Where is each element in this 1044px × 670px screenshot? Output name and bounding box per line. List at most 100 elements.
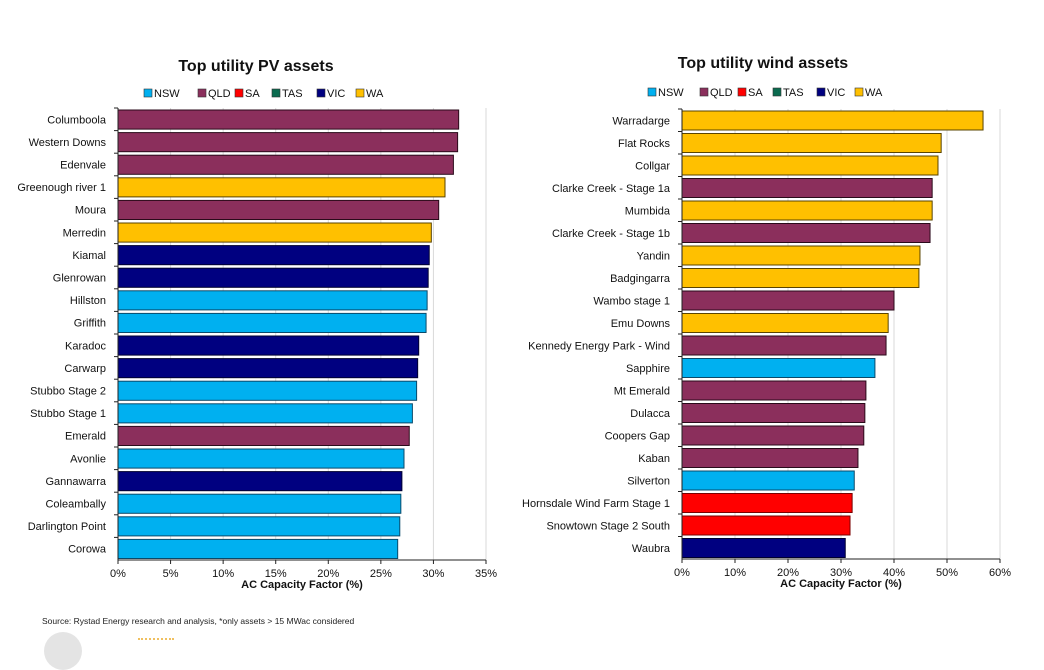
logo-circle (44, 632, 82, 670)
legend-swatch-qld (699, 87, 709, 97)
category-label: Warradarge (612, 115, 670, 127)
category-label: Griffith (74, 318, 106, 330)
legend-label-wa: WA (865, 87, 883, 99)
bar-waubra (681, 538, 846, 558)
bar-coopers-gap (681, 425, 865, 446)
category-label: Hornsdale Wind Farm Stage 1 (522, 498, 670, 510)
category-label: Silverton (627, 475, 670, 487)
x-tick-label: 20% (777, 567, 799, 579)
category-label: Wambo stage 1 (593, 295, 670, 307)
category-label: Clarke Creek - Stage 1b (552, 228, 670, 240)
bar-mumbida (681, 200, 933, 221)
category-label: Kaban (638, 453, 670, 465)
category-label: Western Downs (29, 137, 107, 149)
bar-kennedy-energy-park-wind (681, 335, 887, 356)
bar-emu-downs (681, 313, 889, 333)
category-label: Moura (75, 205, 107, 217)
x-tick-label: 35% (475, 568, 497, 580)
category-label: Avonlie (70, 453, 106, 465)
category-label: Dulacca (630, 408, 671, 420)
x-tick-label: 10% (724, 567, 746, 579)
category-label: Carwarp (64, 363, 106, 375)
category-label: Merredin (63, 227, 106, 239)
category-label: Stubbo Stage 2 (30, 386, 106, 398)
chart-title: Top utility wind assets (678, 55, 848, 72)
category-label: Gannawarra (45, 476, 106, 488)
bar-dulacca (681, 403, 866, 423)
bar-kaban (681, 448, 859, 468)
legend-label-tas: TAS (282, 88, 303, 100)
bar-yandin (681, 245, 921, 266)
legend-label-nsw: NSW (154, 88, 180, 100)
category-label: Mt Emerald (614, 385, 670, 397)
x-tick-label: 25% (370, 568, 392, 580)
category-label: Mumbida (625, 205, 671, 217)
legend-swatch-nsw (143, 88, 153, 98)
category-label: Emu Downs (611, 318, 671, 330)
wind-chart: Top utility wind assets NSW QLD SA TAS VIC WA W… (522, 55, 1011, 590)
legend-label-tas: TAS (783, 87, 804, 99)
category-label: Columboola (47, 114, 107, 126)
category-label: Emerald (65, 431, 106, 443)
legend-label-sa: SA (748, 87, 763, 99)
category-label: Karadoc (65, 340, 106, 352)
category-label: Greenough river 1 (17, 182, 106, 194)
legend-swatch-tas (271, 88, 281, 98)
legend-swatch-sa (234, 88, 244, 98)
category-label: Edenvale (60, 160, 106, 172)
x-tick-label: 50% (936, 567, 958, 579)
legend-label-qld: QLD (710, 87, 733, 99)
legend-label-vic: VIC (827, 87, 845, 99)
category-label: Kennedy Energy Park - Wind (528, 340, 670, 352)
category-label: Sapphire (626, 363, 670, 375)
bar-mt-emerald (681, 380, 867, 401)
x-tick-label: 20% (317, 568, 339, 580)
bar-flat-rocks (681, 133, 942, 153)
legend-label-nsw: NSW (658, 87, 684, 99)
x-tick-label: 30% (830, 567, 852, 579)
x-tick-label: 0% (110, 568, 126, 580)
x-tick-label: 40% (883, 567, 905, 579)
x-tick-label: 5% (163, 568, 179, 580)
x-axis-label: AC Capacity Factor (%) (241, 579, 363, 591)
legend-label-vic: VIC (327, 88, 345, 100)
bar-hornsdale-wind-farm-stage-1 (681, 493, 853, 513)
bar-collgar (681, 155, 939, 176)
bar-clarke-creek-stage-1b (681, 223, 931, 243)
legend-swatch-vic (316, 88, 326, 98)
bar-clarke-creek-stage-1a (681, 178, 933, 198)
legend-swatch-tas (772, 87, 782, 97)
bar-badgingarra (681, 268, 920, 288)
category-label: Kiamal (72, 250, 106, 262)
legend-swatch-qld (197, 88, 207, 98)
category-label: Stubbo Stage 1 (30, 408, 106, 420)
bar-warradarge (681, 110, 984, 131)
legend-swatch-nsw (647, 87, 657, 97)
pv-chart: Top utility PV assets NSW QLD SA TAS VIC WA Col… (17, 58, 497, 591)
category-label: Hillston (70, 295, 106, 307)
legend-label-wa: WA (366, 88, 384, 100)
category-label: Coleambally (45, 499, 106, 511)
bar-sapphire (681, 358, 876, 378)
category-label: Waubra (632, 543, 671, 555)
bar-wambo-stage-1 (681, 290, 895, 311)
category-label: Corowa (68, 544, 107, 556)
bar-silverton (681, 470, 855, 491)
category-label: Collgar (635, 160, 670, 172)
logo-mark (138, 638, 174, 646)
x-axis-label: AC Capacity Factor (%) (780, 578, 902, 590)
category-label: Coopers Gap (605, 430, 670, 442)
category-label: Yandin (637, 250, 670, 262)
category-label: Snowtown Stage 2 South (546, 520, 670, 532)
category-label: Badgingarra (610, 273, 671, 285)
x-tick-label: 30% (422, 568, 444, 580)
category-label: Glenrowan (53, 273, 106, 285)
x-tick-label: 10% (212, 568, 234, 580)
x-tick-label: 0% (674, 567, 690, 579)
source-note: Source: Rystad Energy research and analy… (42, 616, 355, 626)
legend-label-qld: QLD (208, 88, 231, 100)
x-tick-label: 60% (989, 567, 1011, 579)
legend-swatch-wa (854, 87, 864, 97)
chart-title: Top utility PV assets (178, 58, 333, 75)
x-tick-label: 15% (265, 568, 287, 580)
